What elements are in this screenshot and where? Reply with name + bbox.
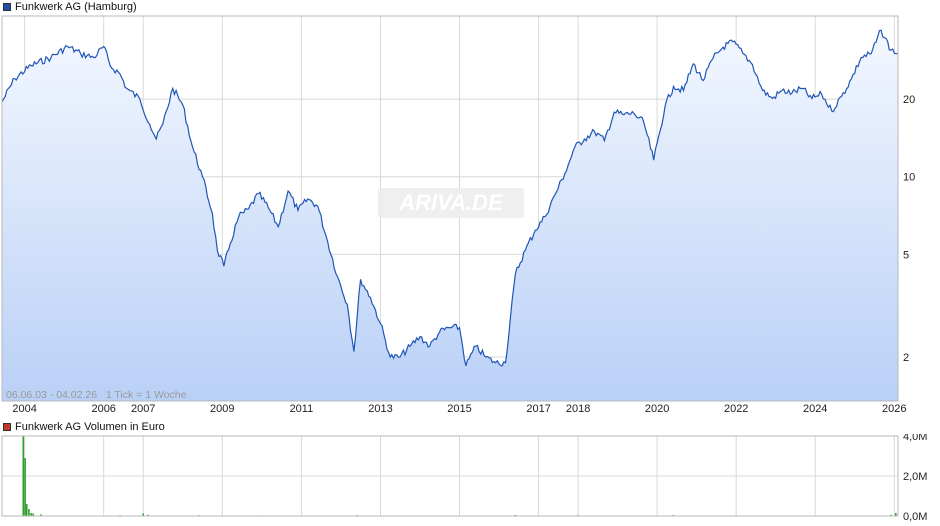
watermark-text: ARIVA.DE bbox=[398, 190, 504, 215]
price-line bbox=[1, 29, 898, 367]
price-x-tick-label: 2013 bbox=[368, 403, 392, 414]
volume-grid bbox=[2, 435, 898, 517]
price-x-tick-label: 2024 bbox=[803, 403, 827, 414]
volume-bar bbox=[30, 513, 32, 516]
price-x-tick-label: 2004 bbox=[12, 403, 36, 414]
price-x-axis: 2004 2006 2007 2009 2011 2013 2015 2017 2018 2020… bbox=[12, 403, 906, 414]
price-plot-border bbox=[1, 15, 899, 402]
volume-legend-swatch bbox=[3, 423, 11, 431]
price-x-tick-label: 2009 bbox=[210, 403, 234, 414]
price-y-tick-label: 20 bbox=[903, 94, 915, 106]
volume-y-tick-label: 4,0M bbox=[903, 434, 927, 443]
price-y-axis: 2 5 10 20 bbox=[903, 94, 915, 364]
volume-bar bbox=[895, 513, 897, 516]
price-legend: Funkwerk AG (Hamburg) bbox=[3, 0, 137, 14]
volume-bar bbox=[147, 514, 149, 516]
price-x-tick-label: 2022 bbox=[724, 403, 748, 414]
price-chart: ARIVA.DE 06.06.03 - 04.02.26 1 Tick = 1 … bbox=[1, 15, 915, 414]
volume-bar bbox=[24, 458, 26, 516]
price-x-tick-label: 2020 bbox=[645, 403, 669, 414]
price-x-tick-label: 2017 bbox=[526, 403, 550, 414]
price-x-tick-label: 2006 bbox=[91, 403, 115, 414]
price-x-tick-label: 2026 bbox=[882, 403, 906, 414]
price-x-tick-label: 2007 bbox=[131, 403, 155, 414]
volume-bar bbox=[890, 514, 892, 516]
volume-y-tick-label: 0,0M bbox=[903, 511, 927, 523]
volume-bar bbox=[142, 513, 144, 516]
volume-bar bbox=[22, 436, 25, 516]
price-legend-swatch bbox=[3, 3, 11, 11]
price-x-tick-label: 2011 bbox=[290, 403, 314, 414]
volume-bar bbox=[32, 513, 34, 516]
price-legend-label: Funkwerk AG (Hamburg) bbox=[15, 1, 137, 13]
price-x-tick-label: 2018 bbox=[566, 403, 590, 414]
volume-bar bbox=[25, 504, 28, 516]
volume-legend-label: Funkwerk AG Volumen in Euro bbox=[15, 421, 165, 433]
volume-y-tick-label: 2,0M bbox=[903, 471, 927, 483]
volume-y-axis: 0,0M 2,0M 4,0M bbox=[903, 434, 927, 523]
volume-bar bbox=[40, 514, 42, 516]
volume-bars bbox=[22, 436, 897, 517]
price-y-tick-label: 2 bbox=[903, 352, 909, 364]
volume-bar bbox=[28, 509, 30, 516]
volume-plot-border bbox=[1, 435, 899, 517]
price-y-tick-label: 10 bbox=[903, 172, 915, 184]
range-info-text: 06.06.03 - 04.02.26 1 Tick = 1 Woche bbox=[6, 389, 187, 401]
watermark: ARIVA.DE bbox=[378, 188, 524, 218]
volume-legend: Funkwerk AG Volumen in Euro bbox=[3, 420, 165, 434]
price-area-fill bbox=[2, 30, 898, 401]
price-y-tick-label: 5 bbox=[903, 249, 909, 261]
volume-chart: 0,0M 2,0M 4,0M bbox=[1, 434, 927, 523]
price-x-tick-label: 2015 bbox=[447, 403, 471, 414]
